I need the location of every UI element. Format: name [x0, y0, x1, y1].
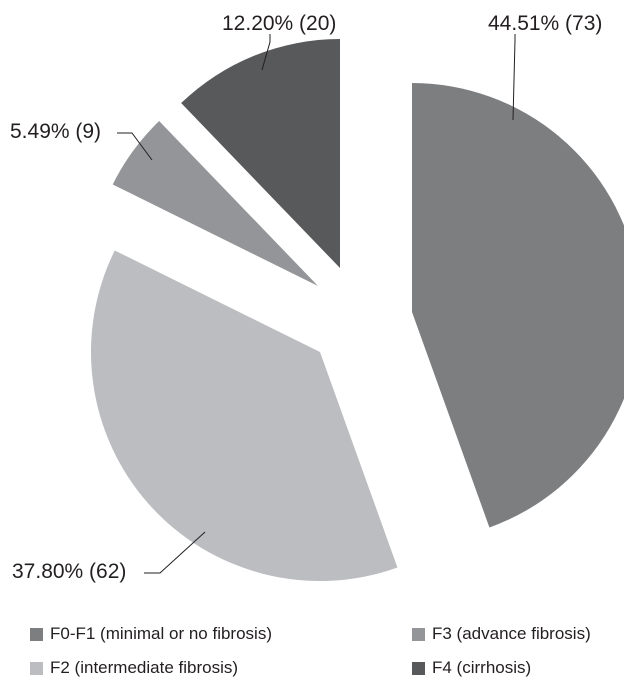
pie-slice-3 [112, 121, 318, 286]
legend-item-f3: F3 (advance fibrosis) [412, 624, 591, 644]
legend-item-f4: F4 (cirrhosis) [412, 658, 531, 678]
legend-label-f2: F2 (intermediate fibrosis) [50, 658, 239, 677]
slice-label-1: 44.51% (73) [488, 12, 602, 35]
legend-item-f2: F2 (intermediate fibrosis) [30, 658, 238, 678]
legend-swatch-f2 [30, 661, 43, 675]
legend-label-f3: F3 (advance fibrosis) [432, 624, 591, 643]
legend-label-f4: F4 (cirrhosis) [432, 658, 532, 677]
leader-line-1 [512, 34, 516, 121]
legend-label-f0-f1: F0-F1 (minimal or no fibrosis) [50, 624, 272, 643]
pie-slice-4 [181, 39, 340, 268]
slice-label-4: 12.20% (20) [222, 12, 336, 35]
leader-line-2 [144, 531, 206, 574]
leader-line-4 [261, 34, 271, 71]
pie-slice-1 [412, 83, 624, 528]
legend-swatch-f4 [412, 661, 425, 675]
pie-slice-2 [90, 250, 398, 582]
slice-label-2: 37.80% (62) [12, 560, 126, 583]
chart-legend: F0-F1 (minimal or no fibrosis) F3 (advan… [0, 600, 624, 682]
legend-swatch-f0-f1 [30, 627, 43, 641]
slice-label-3: 5.49% (9) [10, 120, 101, 143]
legend-swatch-f3 [412, 627, 425, 641]
leader-line-3 [117, 132, 153, 161]
legend-item-f0-f1: F0-F1 (minimal or no fibrosis) [30, 624, 272, 644]
pie-chart: 44.51% (73) 37.80% (62) 5.49% (9) 12.20% (2… [10, 12, 624, 583]
